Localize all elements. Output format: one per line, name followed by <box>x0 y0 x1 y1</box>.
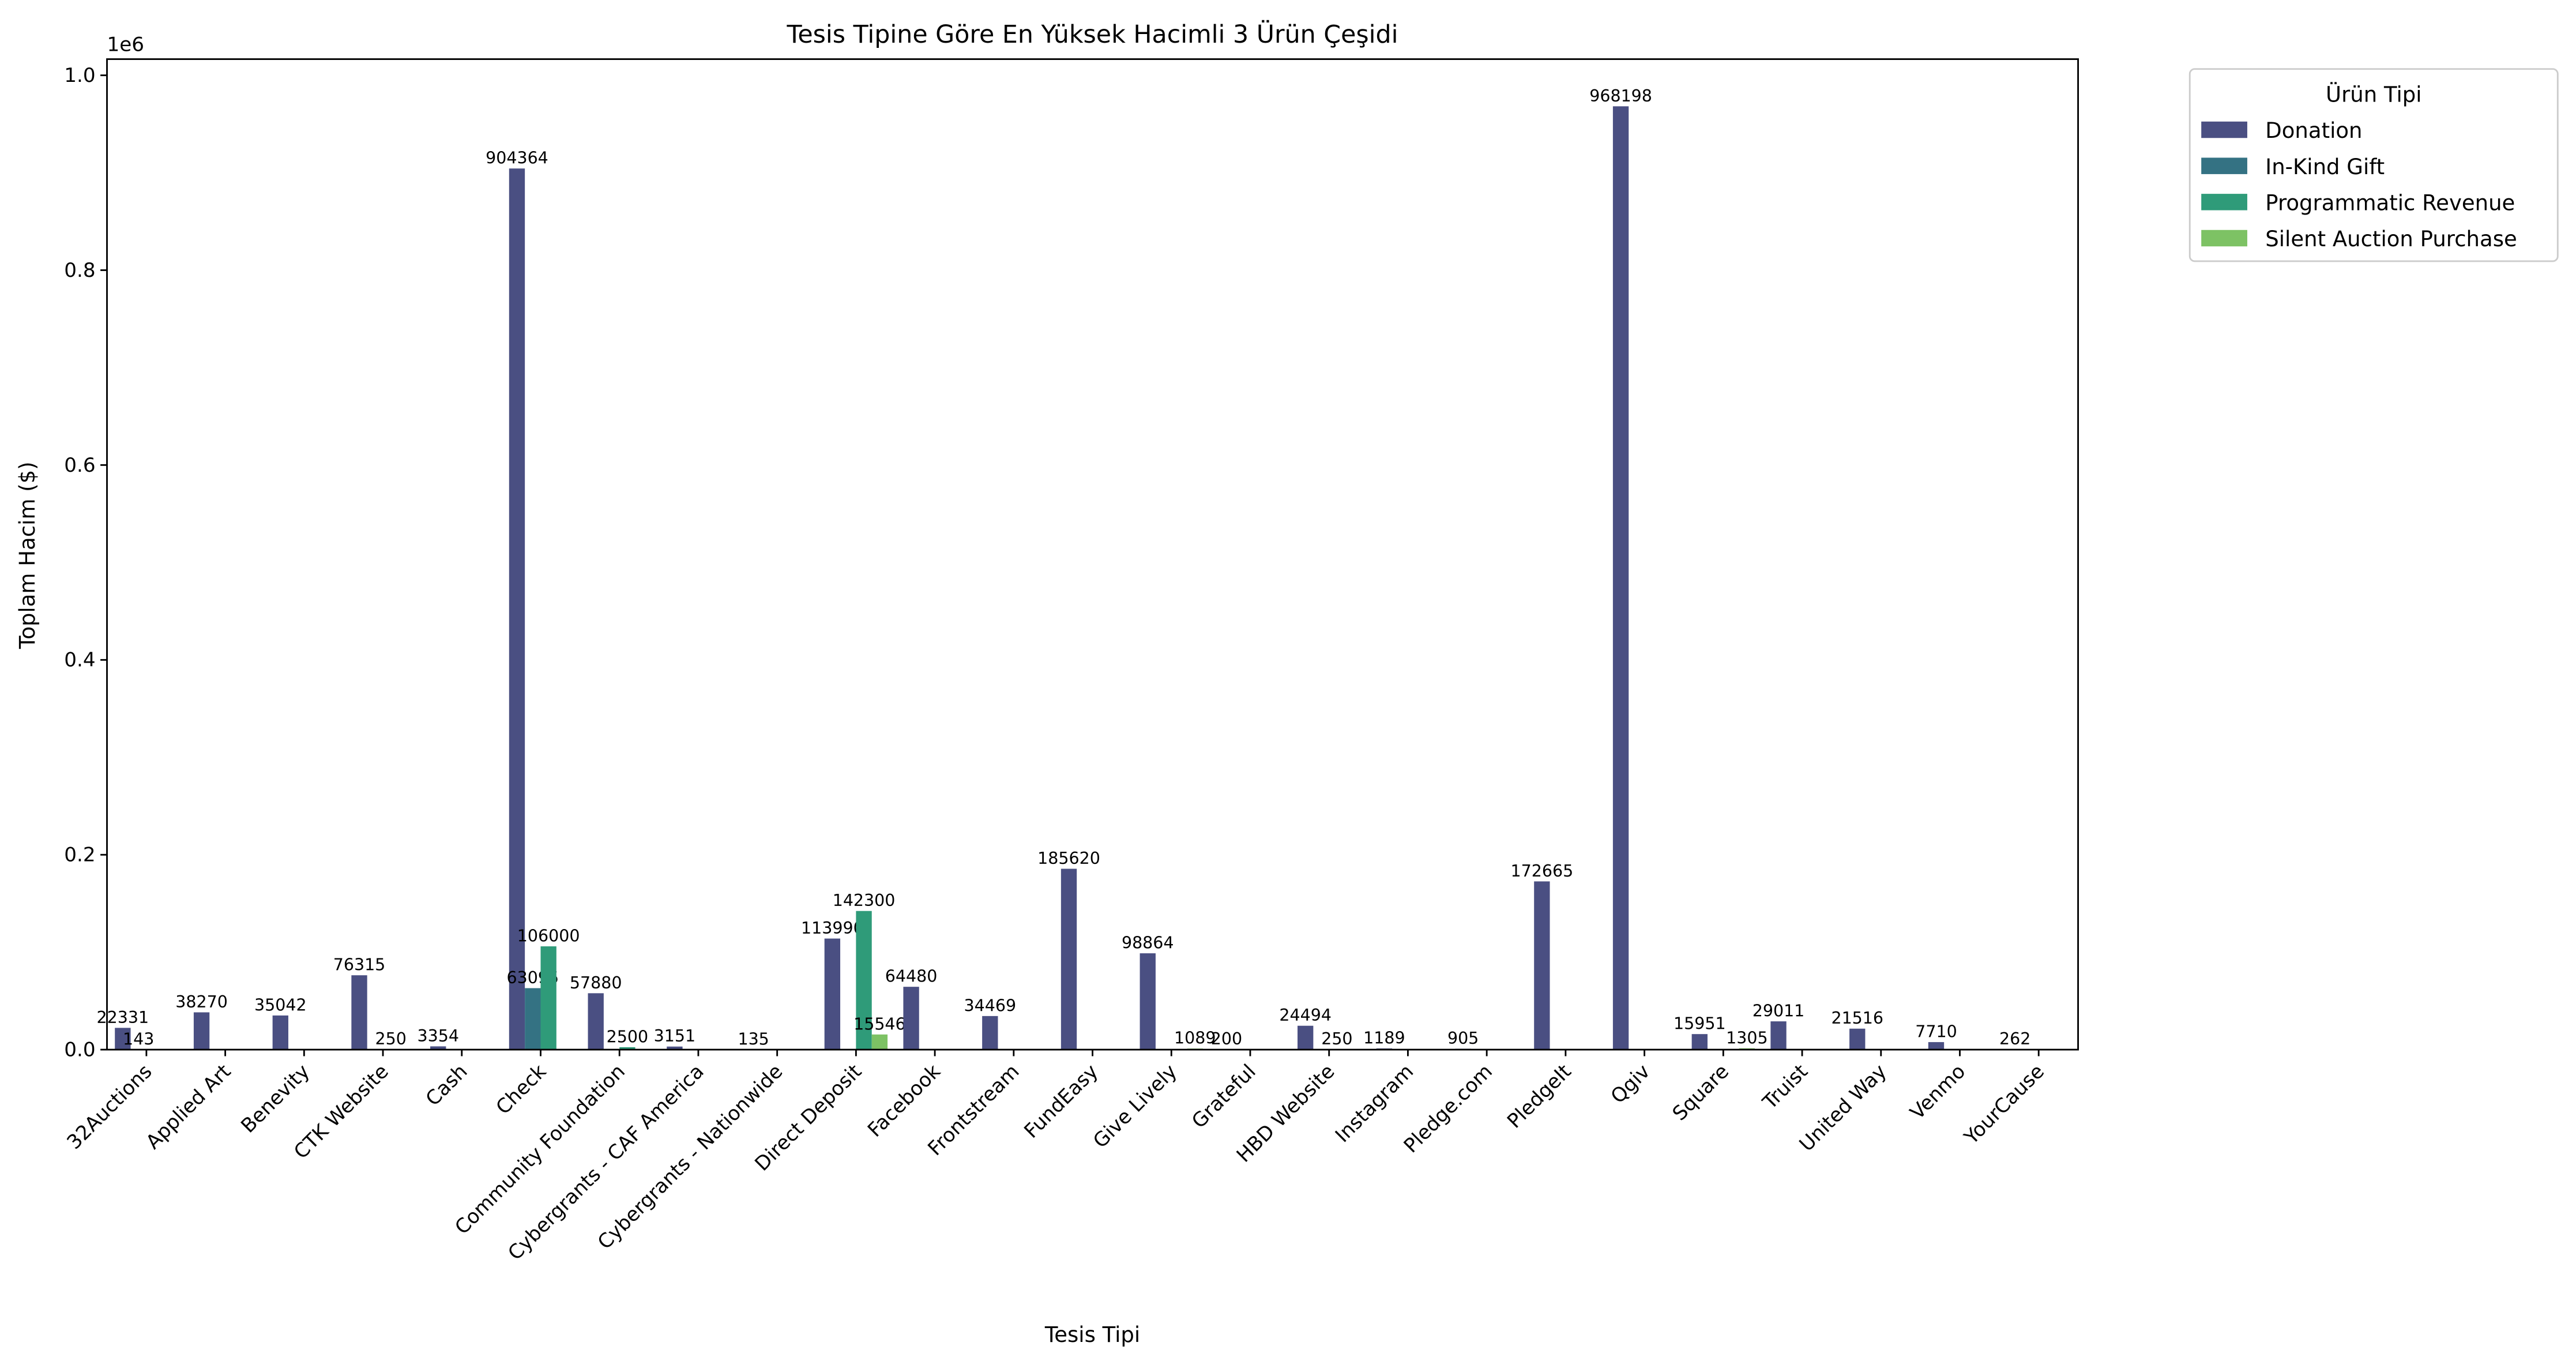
value-label: 200 <box>1211 1029 1242 1048</box>
value-label: 15951 <box>1674 1014 1726 1033</box>
value-label: 968198 <box>1589 87 1652 106</box>
y-tick-label: 0.2 <box>64 844 95 867</box>
value-label: 2500 <box>607 1027 648 1046</box>
bar <box>525 988 541 1050</box>
value-label: 106000 <box>517 926 580 945</box>
value-label: 904364 <box>486 149 548 168</box>
bar <box>982 1016 998 1050</box>
value-label: 35042 <box>254 995 307 1014</box>
value-label: 1089 <box>1174 1029 1216 1048</box>
y-axis-label: Toplam Hacim ($) <box>15 461 40 649</box>
y-tick-label: 0.4 <box>64 649 95 672</box>
legend-swatch <box>2201 230 2247 247</box>
bar <box>588 993 604 1050</box>
value-label: 57880 <box>570 973 622 992</box>
y-tick-label: 0.6 <box>64 454 95 477</box>
bar <box>1770 1021 1787 1050</box>
value-label: 7710 <box>1915 1022 1957 1041</box>
bar <box>619 1047 635 1050</box>
bar <box>667 1046 683 1050</box>
y-offset-text: 1e6 <box>107 33 145 56</box>
legend-label: Programmatic Revenue <box>2265 191 2515 216</box>
bar <box>1298 1025 1314 1050</box>
x-tick-label: Applied Art <box>142 1060 236 1154</box>
value-label: 34469 <box>964 996 1017 1015</box>
bar <box>1612 106 1629 1050</box>
value-label: 113990 <box>801 919 864 938</box>
value-label: 905 <box>1447 1029 1479 1048</box>
value-label: 3151 <box>654 1026 695 1046</box>
bar <box>1534 881 1550 1050</box>
value-label: 250 <box>375 1029 407 1048</box>
bar <box>540 946 556 1050</box>
bar <box>193 1012 210 1050</box>
bar <box>1849 1028 1866 1050</box>
x-tick-label: FundEasy <box>1020 1060 1103 1143</box>
bar <box>115 1028 131 1050</box>
value-label: 1305 <box>1726 1028 1768 1047</box>
bar <box>351 975 367 1050</box>
value-label: 15546 <box>853 1014 906 1033</box>
x-tick-label: Check <box>492 1060 551 1119</box>
x-tick-label: Square <box>1668 1060 1733 1125</box>
value-label: 142300 <box>833 891 896 910</box>
y-tick-label: 0.8 <box>64 259 95 282</box>
x-tick-label: Grateful <box>1187 1060 1261 1133</box>
bar <box>1691 1034 1708 1050</box>
y-tick-label: 1.0 <box>64 64 95 87</box>
value-label: 185620 <box>1037 849 1100 868</box>
legend-swatch <box>2201 194 2247 210</box>
legend-box <box>2188 68 2559 262</box>
value-label: 143 <box>123 1029 154 1048</box>
x-tick-label: Benevity <box>236 1060 314 1138</box>
value-label: 24494 <box>1279 1006 1332 1025</box>
value-label: 1189 <box>1363 1029 1405 1048</box>
x-tick-label: PledgeIt <box>1503 1060 1576 1133</box>
plot-frame <box>106 58 2079 1051</box>
bar <box>509 168 525 1050</box>
legend-label: Silent Auction Purchase <box>2265 227 2517 251</box>
value-label: 135 <box>738 1029 769 1048</box>
x-tick-label: Instagram <box>1331 1060 1418 1147</box>
value-label: 64480 <box>885 967 938 986</box>
value-label: 172665 <box>1511 862 1574 881</box>
x-tick-label: Facebook <box>863 1060 945 1142</box>
bar <box>871 1034 888 1050</box>
value-label: 98864 <box>1122 934 1174 953</box>
bar <box>1061 868 1077 1050</box>
legend-swatch <box>2201 121 2247 138</box>
x-tick-label: Cash <box>422 1060 472 1111</box>
value-label: 262 <box>1999 1029 2030 1048</box>
value-label: 22331 <box>97 1008 149 1027</box>
bar <box>856 911 872 1050</box>
bar <box>903 987 919 1050</box>
x-tick-label: YourCause <box>1960 1060 2049 1149</box>
bar <box>1928 1042 1945 1050</box>
bar <box>824 938 841 1050</box>
legend-label: Donation <box>2265 118 2362 143</box>
legend-swatch <box>2201 157 2247 174</box>
x-tick-label: Truist <box>1758 1060 1812 1114</box>
value-label: 21516 <box>1831 1009 1883 1028</box>
bar <box>430 1046 446 1050</box>
bar <box>272 1015 288 1050</box>
x-tick-label: Qgiv <box>1607 1060 1655 1108</box>
legend-label: In-Kind Gift <box>2265 155 2385 179</box>
legend-title: Ürün Tipi <box>2326 82 2422 107</box>
y-tick-label: 0.0 <box>64 1039 95 1062</box>
value-label: 3354 <box>418 1026 459 1046</box>
bar <box>1140 953 1156 1050</box>
value-label: 76315 <box>333 956 386 975</box>
x-axis-label: Tesis Tipi <box>1044 1322 1140 1347</box>
x-tick-label: 32Auctions <box>63 1060 157 1154</box>
value-label: 29011 <box>1753 1002 1805 1021</box>
value-label: 250 <box>1321 1029 1352 1048</box>
x-tick-label: Venmo <box>1906 1060 1970 1124</box>
chart-title: Tesis Tipine Göre En Yüksek Hacimli 3 Ür… <box>787 20 1398 49</box>
x-tick-label: Give Lively <box>1089 1060 1182 1153</box>
value-label: 38270 <box>175 992 228 1011</box>
